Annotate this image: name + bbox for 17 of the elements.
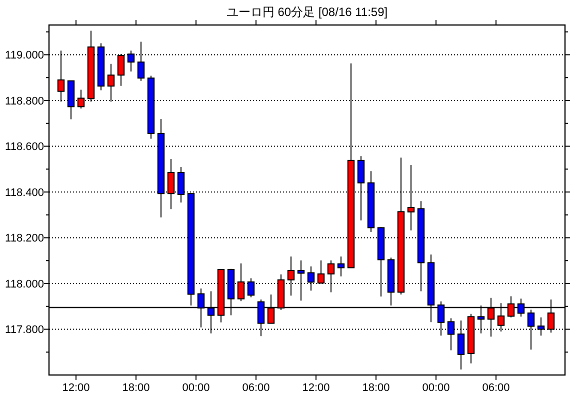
x-tick-label: 06:00 [242, 382, 270, 394]
candlestick [337, 256, 345, 277]
y-tick-label: 117.800 [5, 324, 44, 336]
y-tick-label: 118.400 [5, 186, 44, 199]
y-tick-label: 118.800 [5, 95, 44, 108]
x-tick-label: 06:00 [482, 382, 510, 394]
y-tick-label: 118.600 [5, 141, 44, 154]
x-tick-label: 18:00 [362, 382, 390, 394]
x-tick-label: 12:00 [62, 382, 90, 394]
chart-title: ユーロ円 60分足 [08/16 11:59] [226, 5, 388, 19]
x-tick-label: 00:00 [182, 382, 210, 394]
x-tick-label: 12:00 [302, 382, 330, 394]
x-tick-label: 00:00 [422, 382, 450, 394]
y-tick-label: 118.200 [5, 232, 44, 245]
x-tick-label: 18:00 [122, 382, 150, 394]
y-tick-label: 119.000 [5, 50, 44, 62]
y-tick-label: 118.000 [5, 278, 44, 290]
